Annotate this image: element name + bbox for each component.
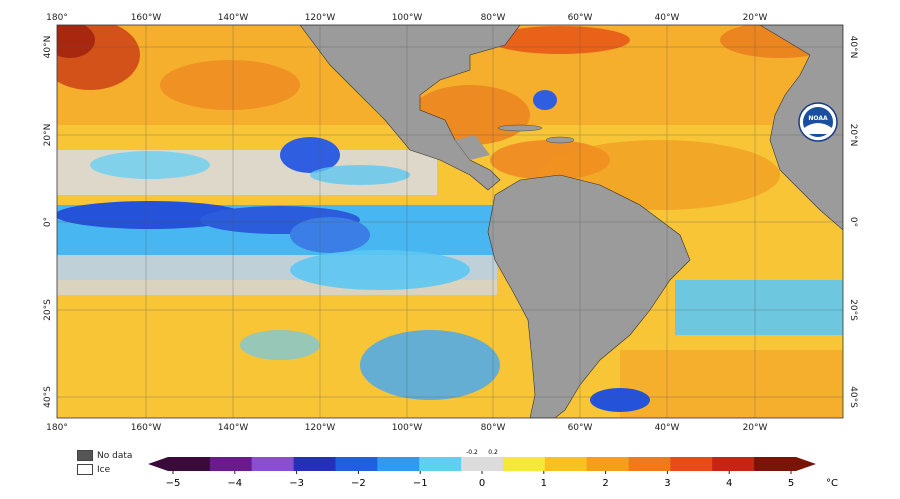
top-lon-label: 40°W <box>655 13 680 23</box>
colorbar-cell <box>586 457 630 471</box>
colorbar-cell <box>502 457 546 471</box>
colorbar-cells <box>168 457 797 471</box>
cool-patch-spac <box>290 250 470 290</box>
map-panel <box>57 25 843 418</box>
top-lon-label: 140°W <box>218 13 249 23</box>
left-lat-label: 20°S <box>43 299 53 321</box>
colorbar-cell <box>670 457 713 471</box>
colorbar-cell <box>293 457 336 471</box>
cool-band-satl <box>675 280 843 335</box>
landmass-south-america <box>487 174 691 418</box>
colorbar-tick-label: 0 <box>479 478 485 489</box>
cold-patch-satl <box>590 388 650 412</box>
colorbar-ticks: −5 −4 −3 −2 −1 0 1 2 3 4 5 <box>166 471 794 489</box>
colorbar-tick-label: −2 <box>351 478 366 489</box>
right-lat-label: 20°S <box>848 299 858 321</box>
map-frame <box>56 24 844 419</box>
colorbar-cell <box>712 457 755 471</box>
left-lat-label: 40°S <box>43 386 53 408</box>
cool-patch-npac-1 <box>90 151 210 179</box>
colorbar-right-arrow <box>796 457 816 471</box>
colorbar-cell <box>168 457 211 471</box>
warm-satl <box>620 350 843 418</box>
bottom-lon-label: 100°W <box>392 423 423 433</box>
cool-patch-spac-2 <box>240 330 320 360</box>
legend-no-data: No data <box>77 450 132 461</box>
colorbar-small-label: -0.2 <box>466 449 478 456</box>
left-lat-label: 40°N <box>43 36 53 59</box>
bottom-lon-label: 80°W <box>481 423 506 433</box>
legend-ice: Ice <box>77 464 110 475</box>
landmass-yucatan <box>455 135 490 160</box>
right-lat-label: 40°S <box>848 386 858 408</box>
top-longitude-labels: 180° 160°W 140°W 120°W 100°W 80°W 60°W 4… <box>46 13 767 23</box>
right-lat-label: 40°N <box>848 36 858 59</box>
colorbar-tick-label: −3 <box>289 478 304 489</box>
bottom-lon-label: 20°W <box>743 423 768 433</box>
island-hispaniola <box>545 136 575 144</box>
cold-core-east <box>290 217 370 253</box>
left-lat-label: 20°N <box>43 124 53 147</box>
colorbar-tick-label: 1 <box>541 478 547 489</box>
ice-label: Ice <box>97 464 111 475</box>
bottom-lon-label: 140°W <box>218 423 249 433</box>
cool-spot-atl <box>533 90 557 110</box>
colorbar-tick-label: −5 <box>166 478 181 489</box>
colorbar-tick-label: 2 <box>602 478 608 489</box>
colorbar-cell <box>377 457 420 471</box>
no-data-label: No data <box>97 450 133 461</box>
right-lat-label: 20°N <box>848 124 858 147</box>
colorbar: −5 −4 −3 −2 −1 0 1 2 3 4 5 -0.2 0.2 °C <box>148 449 838 489</box>
bottom-lon-label: 60°W <box>568 423 593 433</box>
island-cuba <box>497 124 543 132</box>
right-lat-label: 0° <box>848 217 858 227</box>
top-lon-label: 20°W <box>743 13 768 23</box>
colorbar-cell <box>461 457 504 471</box>
bottom-lon-label: 160°W <box>131 423 162 433</box>
colorbar-cell <box>209 457 253 471</box>
colorbar-tick-label: −4 <box>227 478 242 489</box>
colorbar-tick-label: 4 <box>726 478 732 489</box>
colorbar-tick-label: 5 <box>788 478 794 489</box>
top-lon-label: 160°W <box>131 13 162 23</box>
colorbar-cell <box>754 457 797 471</box>
cool-patch-npac-2 <box>280 137 340 173</box>
colorbar-left-arrow <box>148 457 168 471</box>
colorbar-cell <box>335 457 378 471</box>
colorbar-cell <box>628 457 671 471</box>
colorbar-tick-label: 3 <box>664 478 670 489</box>
bottom-lon-label: 120°W <box>305 423 336 433</box>
top-lon-label: 180° <box>46 13 68 23</box>
noaa-logo-text: NOAA <box>808 115 828 122</box>
left-lat-label: 0° <box>43 217 53 227</box>
colorbar-cell <box>544 457 588 471</box>
top-lon-label: 100°W <box>392 13 423 23</box>
bottom-lon-label: 180° <box>46 423 68 433</box>
right-latitude-labels: 40°N 20°N 0° 20°S 40°S <box>848 36 858 408</box>
colorbar-unit: °C <box>826 478 838 489</box>
colorbar-cell <box>251 457 295 471</box>
noaa-logo: NOAA <box>798 102 838 142</box>
no-data-swatch <box>77 450 93 461</box>
graticule <box>57 25 843 418</box>
hot-core-nw <box>57 25 95 58</box>
top-lon-label: 80°W <box>481 13 506 23</box>
bottom-lon-label: 40°W <box>655 423 680 433</box>
warm-patch-npac <box>160 60 300 110</box>
cool-patch-sepac <box>360 330 500 400</box>
ice-swatch <box>77 464 93 475</box>
left-latitude-labels: 40°N 20°N 0° 20°S 40°S <box>43 36 53 408</box>
colorbar-cell <box>419 457 462 471</box>
cool-patch-npac-3 <box>310 165 410 185</box>
bottom-longitude-labels: 180° 160°W 140°W 120°W 100°W 80°W 60°W 4… <box>46 423 767 433</box>
colorbar-tick-label: −1 <box>413 478 428 489</box>
colorbar-small-label: 0.2 <box>488 449 498 456</box>
top-lon-label: 120°W <box>305 13 336 23</box>
top-lon-label: 60°W <box>568 13 593 23</box>
